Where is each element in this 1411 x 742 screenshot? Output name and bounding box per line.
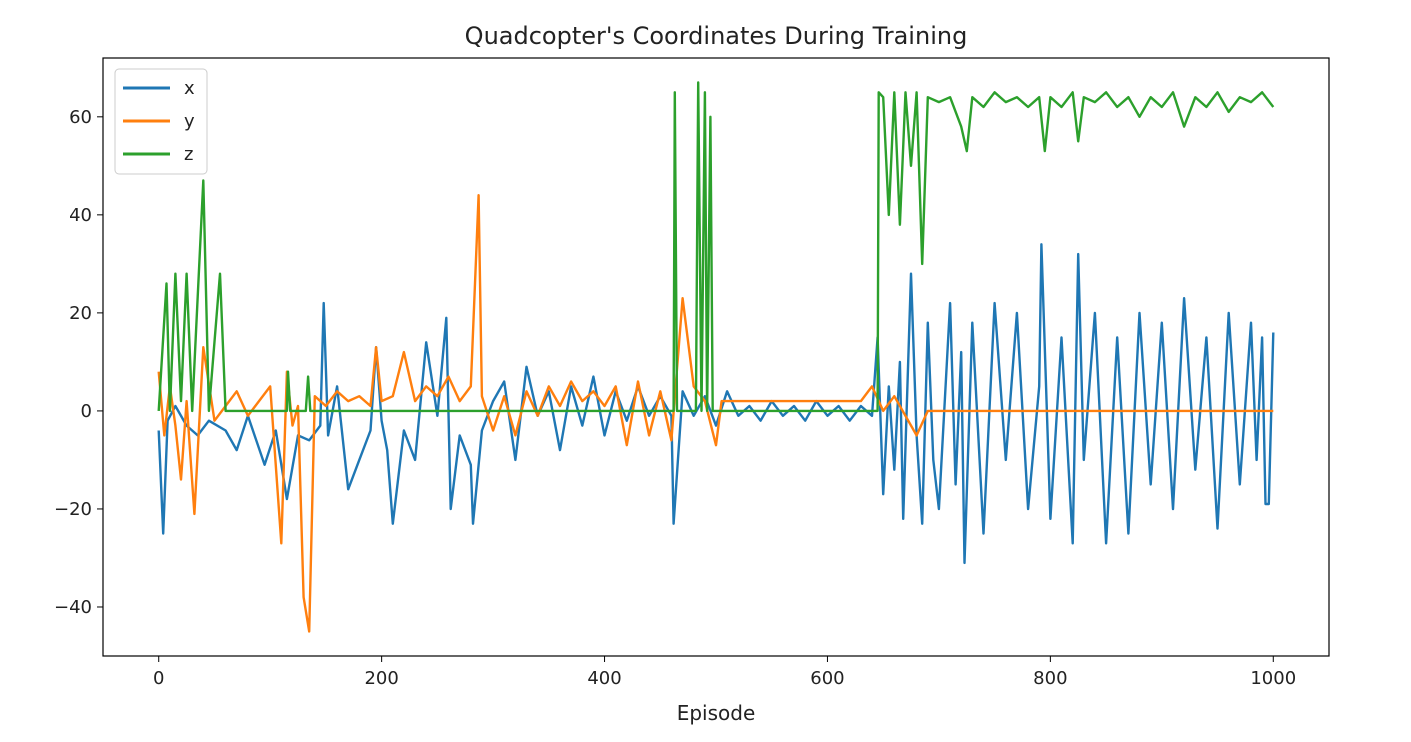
legend: xyz [114, 68, 208, 175]
y-tick-label: −20 [54, 499, 92, 520]
y-tick-label: 60 [69, 107, 92, 128]
plot-area [157, 81, 1275, 633]
series-z-line [157, 81, 1275, 413]
y-tick-label: −40 [54, 597, 92, 618]
x-tick-label: 600 [810, 668, 844, 689]
x-tick-labels: 0 200 400 600 800 1000 [153, 668, 1296, 689]
y-tick-label: 40 [69, 205, 92, 226]
series-x-line [157, 243, 1275, 565]
x-tick-label: 400 [587, 668, 621, 689]
series-y-line [157, 194, 1274, 633]
legend-label-y: y [184, 111, 195, 132]
x-tick-label: 0 [153, 668, 164, 689]
y-tick-label: 0 [81, 401, 92, 422]
legend-label-x: x [184, 78, 195, 99]
plot-frame [102, 57, 1330, 657]
tick-marks [97, 116, 1274, 662]
y-tick-labels: −40 −20 0 20 40 60 [54, 107, 92, 618]
chart-title: Quadcopter's Coordinates During Training [465, 22, 968, 50]
x-axis-label: Episode [677, 701, 756, 725]
y-tick-label: 20 [69, 303, 92, 324]
x-tick-label: 200 [364, 668, 398, 689]
x-tick-label: 1000 [1250, 668, 1296, 689]
legend-label-z: z [184, 144, 193, 165]
x-tick-label: 800 [1033, 668, 1067, 689]
